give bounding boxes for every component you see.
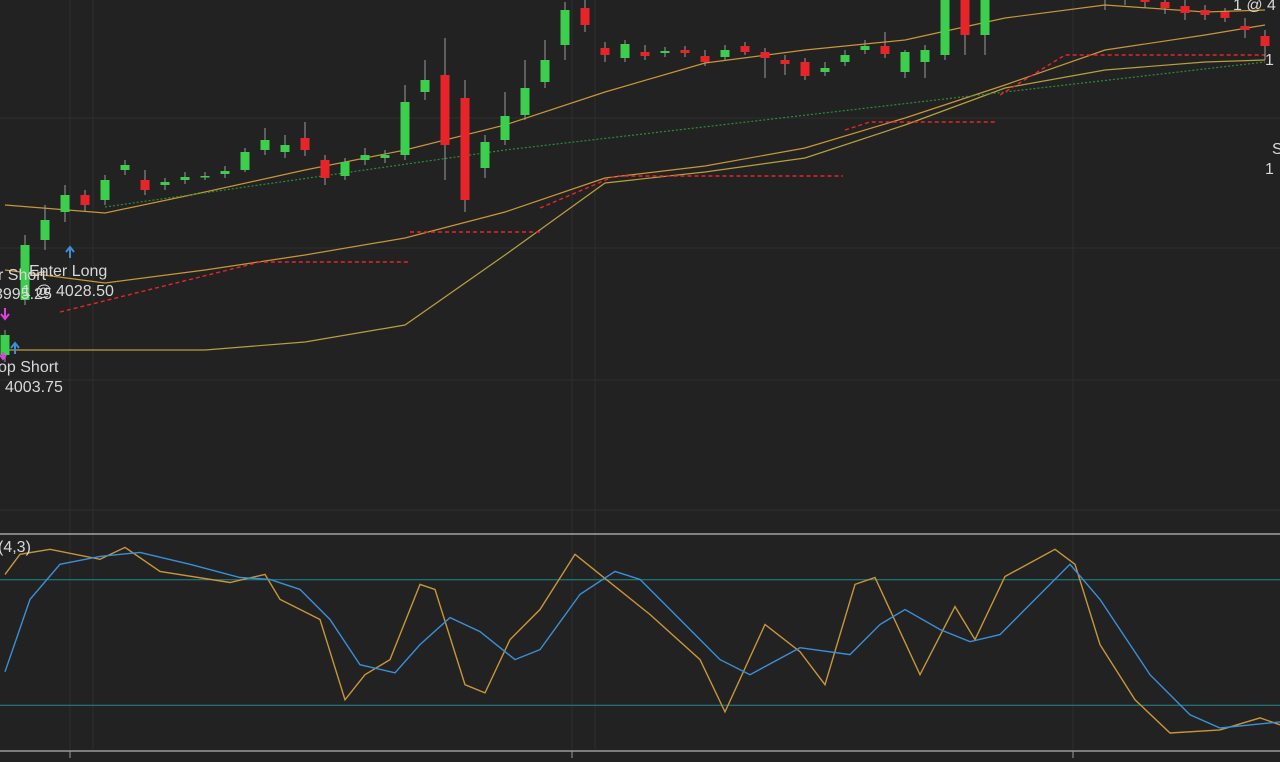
- candle-body: [340, 162, 350, 176]
- candle-body: [580, 8, 590, 25]
- moving-average: [5, 59, 1266, 351]
- candle-body: [800, 62, 810, 76]
- candle-body: [1180, 6, 1190, 13]
- annotations: Enter Long 1 @ 4028.50 r Short 3995.25 o…: [0, 0, 1280, 556]
- price-panel: [0, 0, 1270, 362]
- candle-body: [960, 0, 970, 35]
- candle-body: [700, 56, 710, 62]
- candle-body: [1160, 2, 1170, 8]
- candle-body: [980, 0, 990, 35]
- candle-body: [460, 98, 470, 200]
- candle-body: [1220, 12, 1230, 18]
- candle-body: [560, 10, 570, 45]
- candle-body: [520, 88, 530, 115]
- exit-arrow: [0, 308, 10, 321]
- candle-body: [840, 55, 850, 62]
- candle-body: [240, 152, 250, 170]
- candle-body: [120, 165, 130, 170]
- annotation: op Short: [0, 359, 59, 376]
- candle-body: [180, 177, 190, 180]
- candle-body: [420, 80, 430, 92]
- candle-body: [260, 140, 270, 150]
- candle-body: [780, 60, 790, 64]
- moving-average: [4, 24, 1266, 284]
- annotation: Enter Long: [29, 263, 107, 280]
- indicator-title: (4,3): [0, 539, 31, 556]
- candle-body: [160, 182, 170, 185]
- moving-average: [4, 4, 1266, 214]
- oscillator-line: [4, 551, 1280, 729]
- candle-body: [100, 180, 110, 200]
- oscillator-line: [4, 546, 1280, 734]
- candle-body: [320, 160, 330, 178]
- trade-markers: [0, 245, 75, 361]
- annotation: 3995.25: [0, 286, 52, 303]
- candle-body: [1200, 10, 1210, 15]
- candle-body: [880, 46, 890, 54]
- candle-body: [640, 52, 650, 56]
- entry-arrow: [10, 341, 20, 354]
- candle-body: [620, 44, 630, 58]
- candle-body: [820, 68, 830, 72]
- candle-body: [720, 50, 730, 57]
- candle-body: [480, 142, 490, 168]
- exit-arrow: [0, 352, 7, 361]
- candle-body: [200, 176, 210, 178]
- candle-body: [140, 180, 150, 190]
- candle-body: [920, 50, 930, 62]
- candle-body: [40, 220, 50, 240]
- oscillator-panel: [0, 546, 1280, 734]
- annotation: r Short: [0, 267, 47, 284]
- annotation: 1 @ 4028.50: [22, 283, 114, 300]
- candle-body: [360, 155, 370, 160]
- candle-body: [80, 195, 90, 205]
- candle-body: [60, 195, 70, 212]
- candle-body: [860, 46, 870, 50]
- candle-body: [0, 335, 10, 355]
- candle-body: [400, 102, 410, 155]
- candle-body: [500, 116, 510, 140]
- candle-body: [280, 145, 290, 152]
- candle-body: [20, 245, 30, 300]
- annotation: S: [1272, 141, 1280, 158]
- enter-long-arrow: [65, 245, 75, 258]
- candle-body: [540, 60, 550, 82]
- stop-level: [59, 54, 1270, 313]
- candle-body: [600, 48, 610, 55]
- candle-body: [900, 52, 910, 72]
- annotation: 1 @ 4: [1233, 0, 1276, 14]
- candle-body: [1140, 0, 1150, 2]
- candle-body: [740, 46, 750, 52]
- candle-body: [220, 171, 230, 174]
- candle-body: [660, 51, 670, 53]
- candle-body: [440, 75, 450, 145]
- candle-body: [680, 50, 690, 53]
- candle-body: [300, 138, 310, 150]
- candle-body: [380, 155, 390, 158]
- annotation: 1: [1265, 52, 1274, 69]
- candle-body: [760, 52, 770, 58]
- candle-body: [1240, 26, 1250, 30]
- candle-body: [940, 0, 950, 55]
- annotation: 4003.75: [5, 379, 63, 396]
- annotation: 1: [1265, 161, 1274, 178]
- candle-body: [1260, 36, 1270, 46]
